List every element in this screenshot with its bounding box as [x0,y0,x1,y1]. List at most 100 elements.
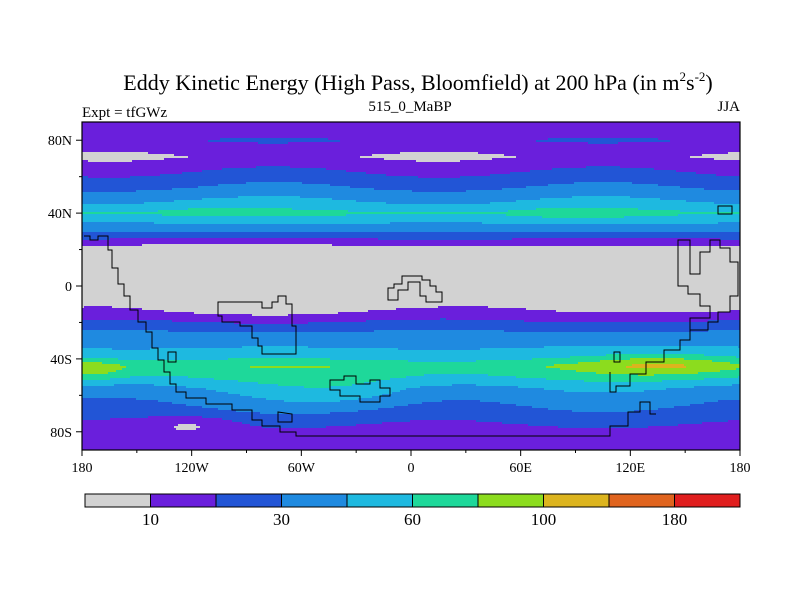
contour-cell [358,410,573,413]
contour-cell [416,160,461,163]
contour-cell [82,410,237,413]
contour-cell [330,184,549,187]
contour-cell [252,314,289,317]
contour-cell [544,346,739,349]
contour-cell [660,198,740,201]
colorbar-box [674,493,741,508]
contour-cell [618,142,740,145]
contour-cell [82,344,740,347]
contour-cell [82,326,740,329]
contour-cell [82,248,740,251]
contour-cell [262,426,327,429]
contour-cell [330,366,547,369]
contour-cell [648,426,740,429]
contour-cell [394,406,533,409]
contour-cell [82,352,740,355]
contour-cell [638,374,655,377]
x-tick-label: 120E [616,461,646,476]
contour-cell [372,154,505,157]
colorbar-box [150,493,217,508]
contour-cell [218,184,331,187]
contour-cell [82,152,149,155]
contour-cell [714,202,740,205]
x-tick-label: 180 [730,461,751,476]
contour-cell [662,380,740,383]
contour-cell [382,422,503,425]
contour-cell [82,136,740,139]
contour-cell [188,208,293,211]
contour-cell [686,200,740,203]
contour-cell [634,410,740,413]
season-label: JJA [717,99,740,115]
contour-cell [82,422,243,425]
x-tick-label: 60W [288,461,316,476]
colorbar-box [477,493,544,508]
contour-cell [338,312,740,315]
contour-cell [82,380,239,383]
contour-cell [576,370,721,373]
contour-cell [680,186,740,189]
contour-cell [222,418,740,421]
contour-cell [704,378,740,381]
contour-cell [544,388,667,391]
contour-cell [118,358,229,361]
contour-cell [400,390,565,393]
contour-cell [142,308,397,311]
contour-cell [82,314,253,317]
contour-cell [730,310,740,313]
contour-cell [136,190,413,193]
contour-cell [330,412,740,415]
contour-cell [632,364,685,367]
contour-cell [82,234,740,237]
contour-cell [82,176,89,179]
contour-cell [488,374,639,377]
contour-cell [548,408,659,411]
colorbar-box [281,493,348,508]
contour-cell [678,214,740,217]
contour-cell [412,190,467,193]
contour-cell [160,174,387,177]
colorbar: 10 30 60 100 180 [84,493,741,529]
colorbar-box [215,493,282,508]
contour-cell [82,356,571,359]
contour-cell [82,296,740,299]
contour-cell [340,140,537,143]
contour-cell [718,400,740,403]
contour-cell [266,398,359,401]
contour-cell [730,362,740,365]
contour-cell [250,366,331,369]
contour-cell [82,242,740,245]
contour-cell [564,390,645,393]
contour-cell [188,376,407,379]
contour-cell [220,138,329,141]
contour-cell [556,310,731,313]
contour-cell [82,130,740,133]
contour-cell [82,264,740,267]
contour-cell [460,176,740,179]
contour-cell [480,348,740,351]
contour-cell [728,420,740,423]
contour-cell [168,330,375,333]
contour-cell [82,204,740,207]
contour-cell [112,306,439,309]
contour-cell [82,222,155,225]
contour-cell [480,400,719,403]
contour-cell [554,364,633,367]
contour-cell [172,320,367,323]
contour-cell [326,426,559,429]
contour-cell [82,206,740,209]
contour-cell [546,378,705,381]
contour-cell [82,324,740,327]
contour-cell [356,424,529,427]
contour-cell [202,198,333,201]
contour-cell [236,410,359,413]
contour-cell [330,358,533,361]
contour-cell [238,196,301,199]
contour-cell [82,388,207,391]
contour-cell [82,364,121,367]
contour-cell [82,414,740,417]
experiment-label: Expt = tfGWz [82,105,167,121]
contour-cell [82,328,740,331]
contour-cell [182,172,367,175]
contour-cell [82,354,607,357]
